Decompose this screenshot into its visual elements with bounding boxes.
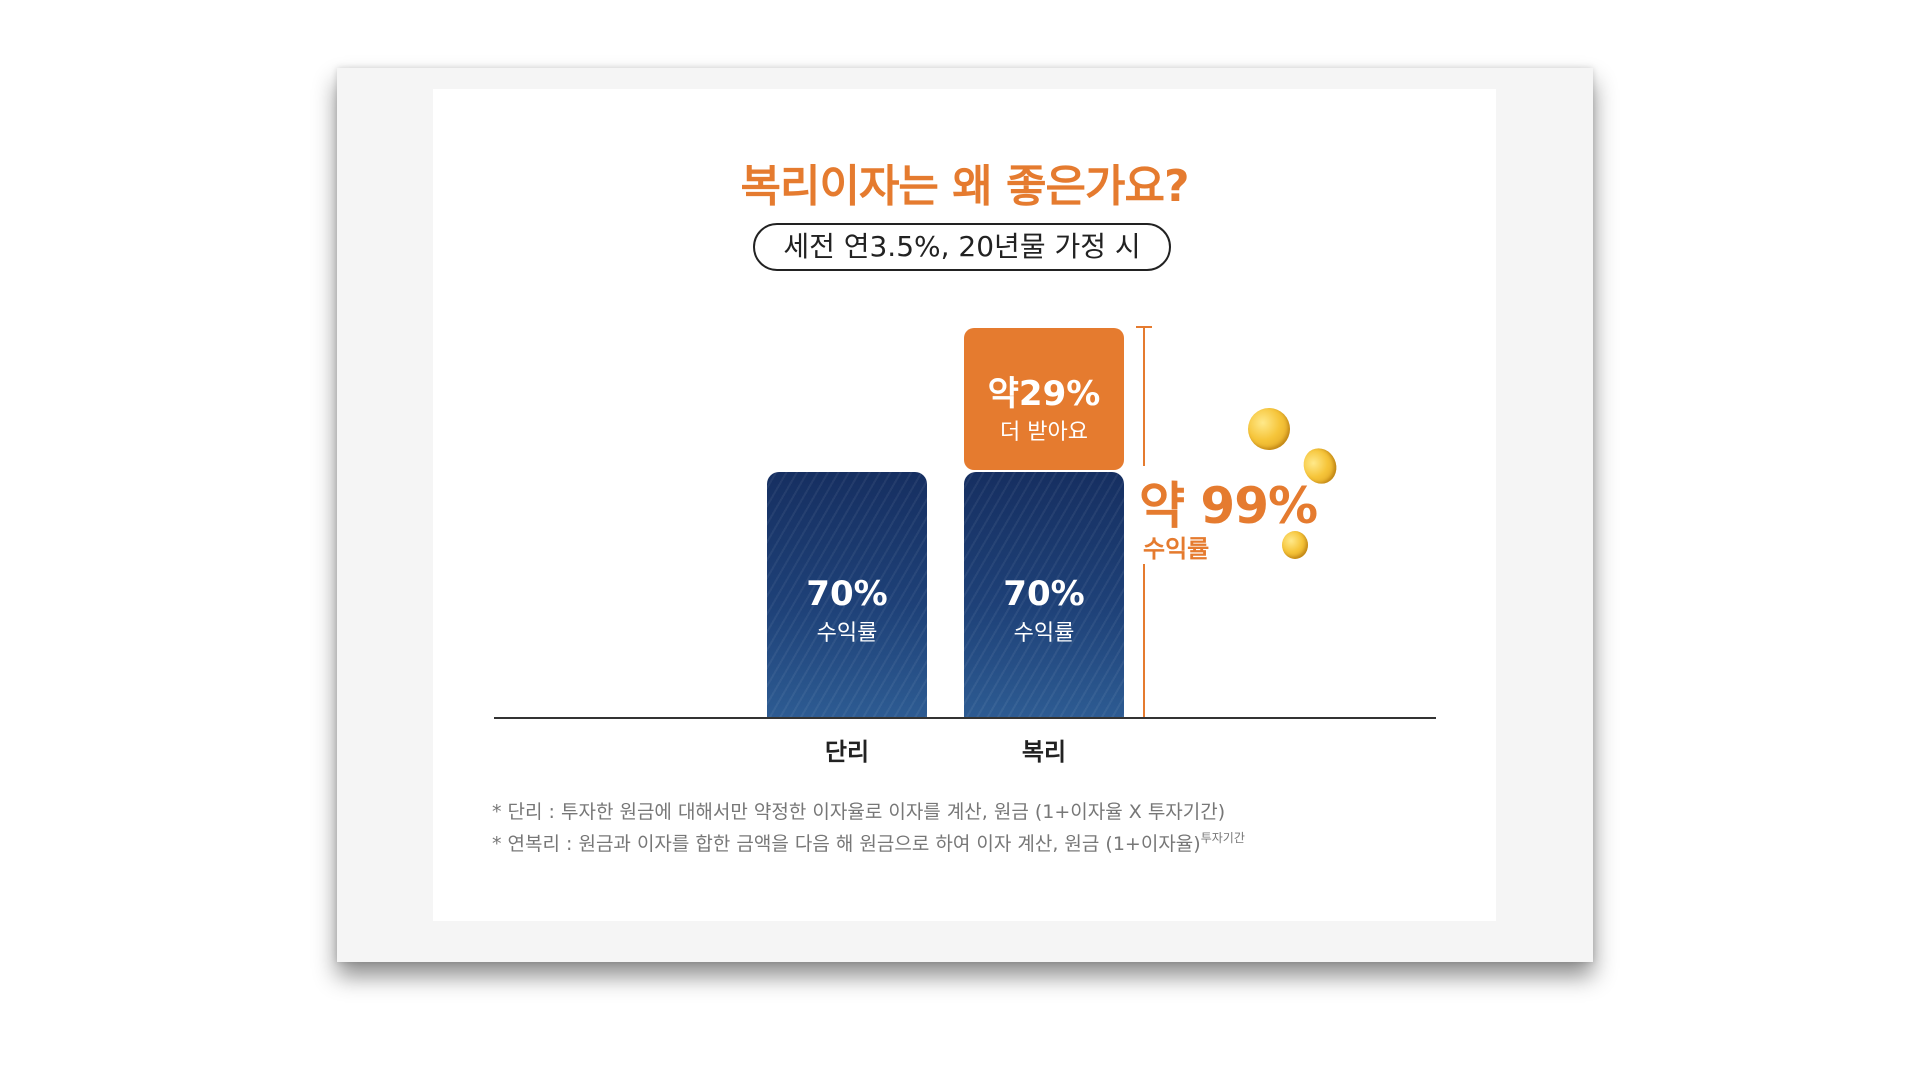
extra-caption: 더 받아요 bbox=[1000, 419, 1088, 445]
total-value-label: 약 99% bbox=[1135, 466, 1322, 538]
total-caption: 수익률 bbox=[1139, 529, 1214, 564]
chart-title: 복리이자는 왜 좋은가요? bbox=[740, 161, 1190, 212]
coin-icon bbox=[1248, 408, 1290, 450]
x-tick-simple: 단리 bbox=[824, 738, 870, 766]
coin-icon bbox=[1282, 531, 1308, 559]
x-tick-compound: 복리 bbox=[1021, 738, 1067, 766]
bar-value-label: 70% bbox=[1003, 574, 1085, 614]
total-range-cap bbox=[1136, 326, 1152, 328]
footnote-compound: * 연복리 : 원금과 이자를 합한 금액을 다음 해 원금으로 하여 이자 계… bbox=[492, 829, 1245, 856]
bar-caption: 수익률 bbox=[816, 621, 878, 646]
extra-value-label: 약29% bbox=[987, 373, 1101, 414]
bar-caption: 수익률 bbox=[1013, 621, 1075, 646]
chart-subtitle: 세전 연3.5%, 20년물 가정 시 bbox=[753, 223, 1171, 271]
x-axis-line bbox=[494, 717, 1436, 719]
footnote-simple: * 단리 : 투자한 원금에 대해서만 약정한 이자율로 이자를 계산, 원금 … bbox=[492, 801, 1226, 823]
footnote-exponent: 투자기간 bbox=[1200, 831, 1245, 845]
bar-value-label: 70% bbox=[806, 574, 888, 614]
footnote-compound-text: * 연복리 : 원금과 이자를 합한 금액을 다음 해 원금으로 하여 이자 계… bbox=[492, 833, 1201, 855]
bar-compound-extra: 약29% 더 받아요 bbox=[964, 327, 1124, 470]
bar-simple: 70% 수익률 bbox=[767, 472, 927, 717]
bar-compound: 70% 수익률 bbox=[964, 472, 1124, 717]
